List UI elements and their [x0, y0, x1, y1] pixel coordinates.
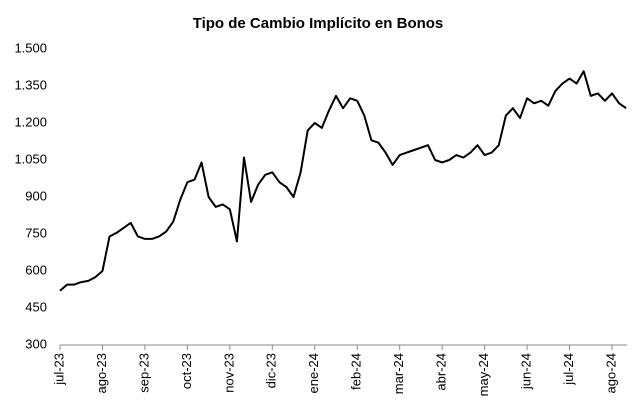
x-tick-label: oct-23	[179, 353, 194, 389]
y-tick-label: 1.050	[14, 151, 47, 166]
x-tick-label: may-24	[476, 353, 491, 396]
x-tick-label: nov-23	[221, 353, 236, 393]
y-tick-label: 600	[25, 262, 47, 277]
y-tick-label: 450	[25, 299, 47, 314]
x-tick-label: jun-24	[519, 353, 534, 390]
x-tick-label: jul-23	[51, 353, 66, 386]
y-tick-label: 1.500	[14, 40, 47, 55]
x-tick-label: jul-24	[561, 353, 576, 386]
y-tick-label: 900	[25, 188, 47, 203]
x-tick-label: feb-24	[349, 353, 364, 390]
x-tick-label: sep-23	[136, 353, 151, 393]
y-tick-label: 300	[25, 336, 47, 351]
y-tick-label: 750	[25, 225, 47, 240]
x-tick-label: ago-23	[94, 353, 109, 393]
x-tick-label: mar-24	[391, 353, 406, 394]
chart-title: Tipo de Cambio Implícito en Bonos	[193, 15, 444, 32]
line	[59, 70, 627, 292]
x-tick-label: ago-24	[603, 353, 618, 393]
x-tick-label: ene-24	[306, 353, 321, 393]
y-tick-label: 1.350	[14, 77, 47, 92]
x-tick-label: dic-23	[264, 353, 279, 388]
y-tick-label: 1.200	[14, 114, 47, 129]
x-tick-label: abr-24	[434, 353, 449, 391]
